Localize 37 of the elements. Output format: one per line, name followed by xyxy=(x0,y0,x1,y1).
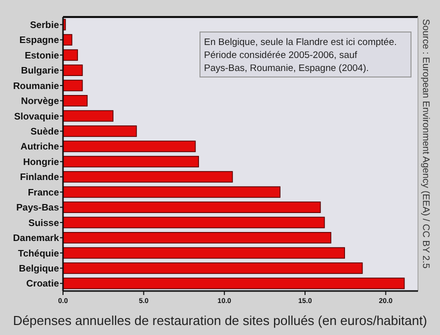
bar xyxy=(62,278,405,290)
y-tick-label: Serbie xyxy=(30,20,59,31)
y-tick-label: Suisse xyxy=(28,218,59,229)
annotation: En Belgique, seule la Flandre est ici comptée. Période considérée 2005-2006, sauf Pays-Bas, Roumanie, Espagne (2004). xyxy=(204,37,397,74)
bar xyxy=(62,186,280,198)
bar xyxy=(62,216,325,228)
bar xyxy=(62,80,83,92)
bar xyxy=(62,94,88,106)
y-tick-label: Autriche xyxy=(20,142,59,153)
bar xyxy=(62,247,345,259)
bar xyxy=(62,140,196,152)
bar xyxy=(62,232,332,244)
y-tick-label: Bulgarie xyxy=(20,66,59,77)
bar xyxy=(62,110,114,122)
y-tick-label: Espagne xyxy=(19,35,59,46)
bar xyxy=(62,202,321,214)
y-tick-label: France xyxy=(28,187,59,198)
y-tick-label: Suède xyxy=(30,126,59,138)
y-tick-label: Tchéquie xyxy=(18,248,59,260)
y-tick-label: Estonie xyxy=(24,50,59,62)
y-tick-label: Finlande xyxy=(20,172,59,184)
y-tick-label: Croatie xyxy=(26,278,59,290)
bar xyxy=(62,125,137,137)
x-axis-title: Dépenses annuelles de restauration de sites pollués (en euros/habitant) xyxy=(12,313,428,328)
y-tick-label: Danemark xyxy=(13,233,60,244)
source-note: Source : European Environment Agency (EEA) / CC BY 2.5 xyxy=(420,19,431,269)
bar xyxy=(62,262,363,274)
y-tick-label: Norvège xyxy=(20,96,59,108)
bar xyxy=(62,49,78,61)
y-tick-label: Slovaquie xyxy=(14,111,59,122)
bar xyxy=(62,64,83,76)
y-tick-label: Belgique xyxy=(18,263,59,274)
y-tick-label: Hongrie xyxy=(23,156,59,168)
bar xyxy=(62,171,233,183)
bar xyxy=(62,156,199,168)
y-tick-label: Pays-Bas xyxy=(16,202,59,214)
y-tick-label: Roumanie xyxy=(13,80,59,92)
